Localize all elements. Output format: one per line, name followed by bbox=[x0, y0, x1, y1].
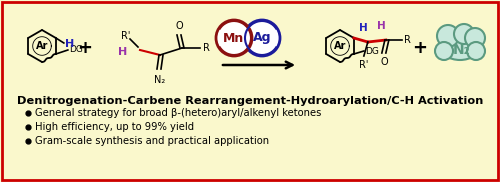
Text: R: R bbox=[203, 43, 210, 53]
Text: DG: DG bbox=[69, 46, 82, 54]
Text: Ar: Ar bbox=[36, 41, 48, 51]
Text: O: O bbox=[380, 57, 388, 67]
Text: H: H bbox=[118, 47, 127, 57]
Text: Ar: Ar bbox=[334, 41, 346, 51]
Text: O: O bbox=[175, 21, 183, 31]
Text: Mn: Mn bbox=[224, 31, 244, 45]
Text: General strategy for broad β-(hetero)aryl/alkenyl ketones: General strategy for broad β-(hetero)ary… bbox=[35, 108, 322, 118]
Circle shape bbox=[437, 25, 459, 47]
Circle shape bbox=[244, 20, 280, 56]
Text: Ag: Ag bbox=[253, 31, 271, 45]
Text: H: H bbox=[378, 21, 386, 31]
Circle shape bbox=[465, 28, 485, 48]
Text: DG: DG bbox=[365, 46, 378, 56]
Text: R': R' bbox=[122, 31, 130, 41]
Circle shape bbox=[454, 24, 474, 44]
Text: H: H bbox=[65, 39, 74, 49]
Text: H: H bbox=[360, 23, 368, 33]
Text: High efficiency, up to 99% yield: High efficiency, up to 99% yield bbox=[35, 122, 194, 132]
Ellipse shape bbox=[440, 32, 480, 60]
Text: +: + bbox=[412, 39, 428, 57]
Text: R': R' bbox=[359, 60, 368, 70]
Text: Gram-scale synthesis and practical application: Gram-scale synthesis and practical appli… bbox=[35, 136, 269, 146]
Text: N₂: N₂ bbox=[154, 75, 166, 85]
Text: R: R bbox=[404, 35, 410, 45]
Circle shape bbox=[467, 42, 485, 60]
Circle shape bbox=[216, 20, 252, 56]
Text: N₂: N₂ bbox=[453, 43, 471, 57]
Text: +: + bbox=[78, 39, 92, 57]
Text: Denitrogenation-Carbene Rearrangement-Hydroarylation/C-H Activation: Denitrogenation-Carbene Rearrangement-Hy… bbox=[17, 96, 483, 106]
Circle shape bbox=[435, 42, 453, 60]
